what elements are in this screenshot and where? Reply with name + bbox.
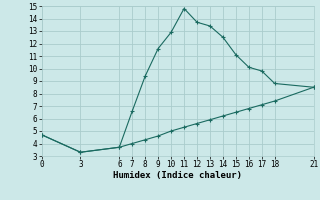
- X-axis label: Humidex (Indice chaleur): Humidex (Indice chaleur): [113, 171, 242, 180]
